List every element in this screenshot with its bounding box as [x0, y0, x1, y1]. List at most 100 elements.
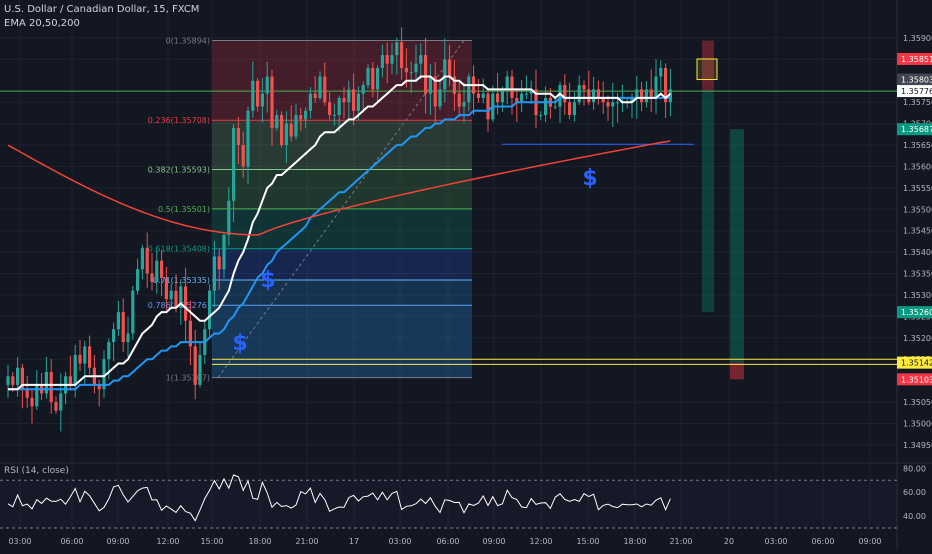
candle-body [596, 89, 600, 98]
price-tick-label: 1.35650 [903, 141, 932, 150]
candle-body [164, 277, 168, 300]
price-tick-label: 1.35550 [903, 184, 932, 193]
position-boxes[interactable] [696, 40, 744, 380]
candle-body [308, 93, 312, 111]
candle-body [160, 260, 164, 278]
rsi-pane[interactable]: 80.00 60.00 40.00 [0, 464, 926, 529]
candle-body [232, 127, 236, 201]
candle-body [462, 102, 466, 107]
candle-body [395, 42, 399, 56]
candle-body [592, 89, 596, 103]
candle-body [601, 97, 605, 103]
candle-body [102, 359, 106, 390]
price-tick-label: 1.35750 [903, 98, 932, 107]
time-tick-label: 06:00 [436, 537, 459, 546]
candle-body [198, 354, 202, 385]
candle-body [544, 97, 548, 116]
ema20-line [8, 75, 672, 391]
ema200-line [7, 140, 671, 236]
time-tick-label: 09:00 [482, 537, 505, 546]
price-tag [897, 306, 932, 319]
time-tick-label: 06:00 [60, 537, 83, 546]
chart-title[interactable]: U.S. Dollar / Canadian Dollar, 15, FXCM [4, 4, 200, 15]
candle-body [294, 115, 298, 137]
price-tag-label: 1.35851 [901, 55, 932, 64]
candle-body [265, 76, 269, 94]
fib-zone [212, 169, 472, 209]
candle-body [668, 89, 672, 103]
candle-body [611, 102, 615, 107]
candle-body [443, 59, 447, 90]
candle-body [88, 346, 92, 368]
candle-body [44, 372, 48, 394]
candle-body [236, 127, 240, 146]
price-tick-label: 1.35900 [903, 34, 932, 43]
candle-body [524, 93, 528, 95]
candle-body [649, 89, 653, 98]
candle-body [539, 115, 543, 117]
candle-body [587, 89, 591, 103]
candle-body [332, 115, 336, 117]
candle-body [448, 59, 452, 77]
candle-body [606, 102, 610, 107]
time-tick-label: 12:00 [156, 537, 179, 546]
candle-body [155, 260, 159, 283]
rsi-legend[interactable]: RSI (14, close) [4, 466, 69, 476]
time-axis[interactable]: 03:00 06:00 09:00 12:00 15:00 18:00 21:00 17 03:… [8, 537, 881, 546]
candle-body [366, 67, 370, 86]
candle-body [121, 312, 125, 343]
candle-body [630, 97, 634, 103]
time-tick-label: 09:00 [106, 537, 129, 546]
time-tick-label: 09:00 [858, 537, 881, 546]
candle-body [260, 93, 264, 107]
candle-body [640, 89, 644, 103]
time-tick-label: 15:00 [200, 537, 223, 546]
candle-body [73, 354, 77, 385]
fibonacci-retracement[interactable]: 0(1.35894) 0.236(1.35708) 0.382(1.35593) 0.… [148, 37, 472, 383]
candle-body [424, 55, 428, 94]
price-tag [897, 373, 932, 386]
price-tag [897, 85, 932, 98]
candle-body [404, 67, 408, 73]
candle-body [188, 320, 192, 347]
candle-body [6, 376, 10, 385]
candle-body [390, 55, 394, 64]
candle-body [558, 85, 562, 107]
candle-body [256, 80, 260, 107]
candle-body [486, 93, 490, 120]
candle-body [289, 123, 293, 137]
candle-body [78, 354, 82, 364]
price-tick-label: 1.35050 [903, 398, 932, 407]
candle-body [361, 85, 365, 94]
candle-body [208, 290, 212, 330]
indicator-legend[interactable]: EMA 20,50,200 [4, 18, 80, 29]
candle-body [356, 93, 360, 111]
candle-body [644, 89, 648, 103]
candle-body [337, 97, 341, 116]
candle-body [500, 89, 504, 103]
candle-body [193, 346, 197, 385]
rsi-tick-label: 60.00 [903, 488, 926, 497]
candle-body [520, 93, 524, 103]
candle-body [529, 89, 533, 94]
fib-zone [212, 248, 472, 280]
candle-body [400, 42, 404, 68]
time-tick-label: 15:00 [576, 537, 599, 546]
time-tick-label: 18:00 [623, 537, 646, 546]
candle-body [318, 76, 322, 98]
candle-body [409, 72, 413, 74]
candle-body [280, 115, 284, 146]
price-tick-label: 1.35400 [903, 248, 932, 257]
candle-body [376, 67, 380, 90]
candle-body [481, 93, 485, 98]
price-tick-label: 1.34950 [903, 441, 932, 450]
candle-body [184, 286, 188, 321]
candle-body [126, 333, 130, 343]
fib-level-label: 1(1.35107) [166, 374, 210, 383]
candle-body [385, 55, 389, 64]
candle-body [136, 269, 140, 291]
horizontal-lines[interactable] [0, 90, 897, 365]
fib-level-label: 0.618(1.35408) [148, 245, 210, 254]
